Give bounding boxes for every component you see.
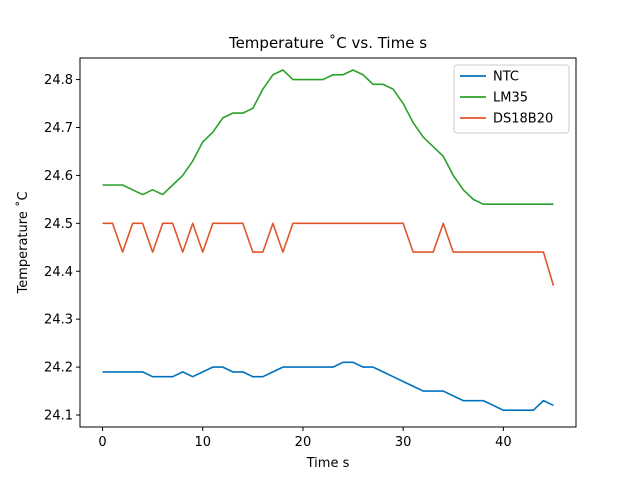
series-line-ntc <box>102 361 554 412</box>
y-tick-label: 24.5 <box>44 217 73 232</box>
y-tick-label: 24.4 <box>44 265 73 280</box>
plot-area-frame <box>79 57 577 428</box>
y-tick-label: 24.7 <box>44 121 73 136</box>
y-tick-label: 24.1 <box>44 409 73 424</box>
legend-label: DS18B20 <box>493 112 553 127</box>
legend-label: LM35 <box>493 91 528 106</box>
legend-box <box>453 64 570 134</box>
legend-entry-ds18b20: DS18B20 <box>460 112 553 127</box>
x-axis-label: Time s <box>306 456 350 471</box>
x-axis: 0 10 20 30 40 <box>98 427 512 450</box>
y-axis-label: Temperature ˚C <box>15 191 31 294</box>
y-tick-label: 24.2 <box>44 361 73 376</box>
series-line-ds18b20 <box>102 222 555 286</box>
legend-entry-lm35: LM35 <box>460 91 528 106</box>
series-line-lm35 <box>102 69 554 205</box>
x-tick-label: 30 <box>395 435 412 450</box>
legend: NTC LM35 DS18B20 <box>453 64 570 134</box>
legend-label: NTC <box>493 70 519 85</box>
y-tick-label: 24.8 <box>44 73 73 88</box>
x-tick-label: 10 <box>194 435 211 450</box>
x-tick-label: 20 <box>295 435 312 450</box>
y-tick-label: 24.3 <box>44 313 73 328</box>
x-tick-label: 40 <box>495 435 512 450</box>
series-layer <box>102 69 555 412</box>
chart-title: Temperature ˚C vs. Time s <box>228 34 427 52</box>
y-axis: 24.1 24.2 24.3 24.4 24.5 24.6 24.7 24.8 <box>44 73 80 424</box>
legend-entry-ntc: NTC <box>460 70 519 85</box>
y-tick-label: 24.6 <box>44 169 73 184</box>
x-tick-label: 0 <box>98 435 106 450</box>
